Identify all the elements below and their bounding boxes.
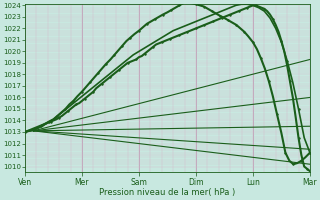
X-axis label: Pression niveau de la mer( hPa ): Pression niveau de la mer( hPa ) [99,188,236,197]
